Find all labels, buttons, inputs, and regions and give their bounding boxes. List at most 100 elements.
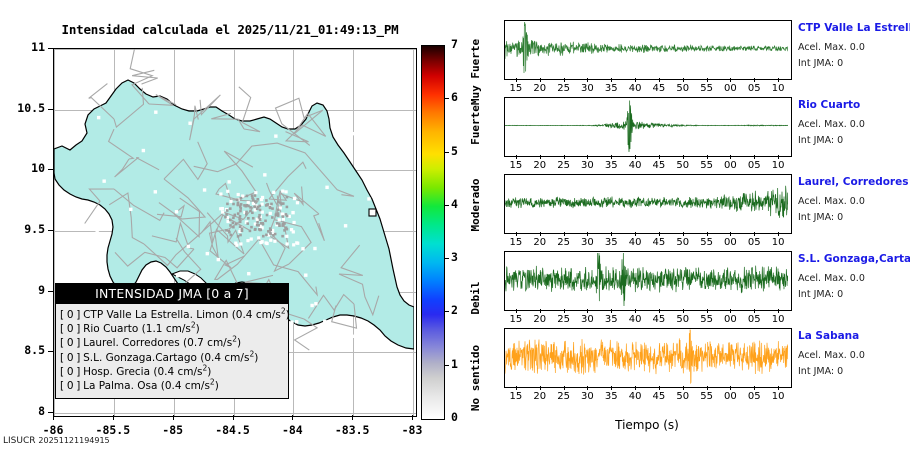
station-cluster-dot [244,204,248,208]
map-gridline-v [54,49,55,416]
station-name-label[interactable]: Laurel, Corredores [798,176,909,188]
legend-row[interactable]: [ 0 ] CTP Valle La Estrella. Limon (0.4 … [60,307,290,322]
station-cluster-dot [255,207,259,211]
station-name-label[interactable]: Rio Cuarto [798,99,861,111]
station-cluster-dot [257,216,261,219]
seismogram-x-tick [778,232,780,236]
road-line [338,244,363,276]
station-marker [219,207,223,211]
seismogram-panel[interactable] [504,251,792,311]
station-cluster-dot [253,194,257,197]
seismogram-x-tick [587,155,589,159]
waveform-path [505,100,788,153]
road-line [193,142,320,173]
seismogram-panel[interactable] [504,20,792,80]
road-line [143,220,214,267]
map-y-tick [48,169,53,171]
seismogram-panel[interactable] [504,97,792,157]
station-marker [227,180,231,184]
station-cluster-dot [259,228,263,232]
station-marker [272,232,276,236]
intensity-legend[interactable]: INTENSIDAD JMA [0 a 7] [ 0 ] CTP Valle L… [55,283,290,400]
legend-unit-exponent: 2 [209,377,215,387]
seismogram-x-tick-label: 35 [604,237,618,248]
seismogram-x-tick [539,155,541,159]
station-marker [216,257,220,262]
station-cluster-dot [228,218,232,222]
station-cluster-dot [281,215,285,218]
station-cluster-dot [232,225,235,229]
station-marker [281,189,285,193]
station-marker [295,201,300,205]
map-y-tick-label: 9.5 [24,222,45,236]
station-name-label[interactable]: CTP Valle La Estrella, L [798,22,910,34]
seismogram-x-tick [635,309,637,313]
station-cluster-dot [245,194,249,198]
colorbar-tick [444,364,449,366]
station-marker [277,218,281,222]
station-cluster-dot [283,229,286,232]
seismogram-x-tick-label: 10 [771,314,785,325]
seismogram-x-tick-label: 40 [628,83,642,94]
legend-row[interactable]: [ 0 ] Rio Cuarto (1.1 cm/s2) [60,321,288,336]
colorbar-number: 1 [451,356,458,371]
station-cluster-dot [277,222,281,226]
seismogram-x-tick-label: 35 [604,83,618,94]
station-marker [239,242,243,246]
seismogram-panel[interactable] [504,174,792,234]
seismogram-x-tick [730,309,732,313]
map-gridline-v [413,49,414,416]
road-line [331,303,358,329]
station-cluster-dot [269,232,272,235]
seismogram-x-tick-label: 00 [724,160,737,171]
colorbar-number: 5 [451,143,458,158]
seismogram-x-tick-label: 55 [700,237,713,248]
station-cluster-dot [261,234,265,238]
legend-intensity-value: [ 0 ] [60,309,84,321]
station-cluster-dot [249,209,252,213]
seismogram-x-tick [730,78,732,82]
station-accel-max: Acel. Max. 0.0 [798,196,865,207]
station-marker [260,240,264,244]
legend-row[interactable]: [ 0 ] Laurel. Corredores (0.7 cm/s2) [60,336,288,350]
station-cluster-dot [235,198,239,202]
legend-row[interactable]: [ 0 ] La Palma. Osa (0.4 cm/s2) [60,377,288,393]
legend-row[interactable]: [ 0 ] Hosp. Grecia (0.4 cm/s2) [60,364,288,379]
station-marker [351,131,355,136]
legend-row[interactable]: [ 0 ] S.L. Gonzaga.Cartago (0.4 cm/s2) [60,350,288,365]
station-marker [265,241,269,246]
station-marker [284,190,288,194]
station-marker [260,226,264,230]
seismogram-x-tick-label: 55 [700,160,713,171]
road-line [338,273,380,317]
seismogram-panel[interactable] [504,328,792,388]
station-cluster-dot [258,213,261,217]
station-cluster-dot [265,199,268,202]
map-x-tick-label: -84.5 [215,423,250,437]
station-cluster-dot [250,194,254,198]
seismogram-x-tick [611,386,613,390]
station-marker [93,233,98,237]
station-cluster-dot [251,196,254,200]
station-marker [281,212,286,217]
seismogram-x-tick [515,386,517,390]
seismogram-x-tick [515,78,517,82]
seismogram-x-tick-label: 20 [533,83,547,94]
station-cluster-dot [232,202,235,206]
waveform-trace [505,100,788,153]
map-x-tick-label: -85.5 [95,423,131,437]
station-cluster-dot [276,212,280,215]
road-line [209,228,245,269]
seismogram-x-tick [730,232,732,236]
station-name-label[interactable]: La Sabana [798,330,860,342]
map-y-tick [48,48,53,49]
station-cluster-dot [278,224,281,228]
station-cluster-dot [229,224,232,227]
seismogram-x-tick-label: 25 [557,314,570,325]
seismogram-x-tick [539,78,541,82]
road-line [313,213,325,242]
seismogram-x-tick [754,78,756,82]
station-marker [96,115,101,120]
map-y-tick-label: 8 [38,404,45,418]
station-name-label[interactable]: S.L. Gonzaga,Cartago [798,253,910,265]
